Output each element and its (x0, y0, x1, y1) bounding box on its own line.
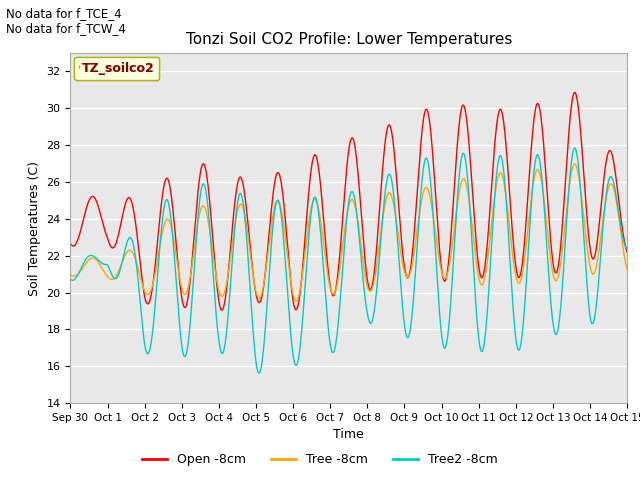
Open -8cm (67, 241, 74, 247)
Text: No data for f_TCE_4: No data for f_TCE_4 (6, 7, 122, 20)
Tree2 -8cm (595, 270, 603, 276)
Tree -8cm (341, 224, 349, 230)
Open -8cm (218, 307, 225, 313)
Tree -8cm (595, 246, 603, 252)
Line: Tree -8cm: Tree -8cm (70, 164, 640, 301)
Tree2 -8cm (255, 370, 262, 376)
Open -8cm (595, 220, 603, 226)
Open -8cm (508, 222, 516, 228)
Text: No data for f_TCW_4: No data for f_TCW_4 (6, 22, 126, 35)
Line: Tree2 -8cm: Tree2 -8cm (70, 148, 640, 373)
Open -8cm (353, 154, 360, 160)
X-axis label: Time: Time (333, 429, 364, 442)
Tree2 -8cm (341, 234, 349, 240)
Tree -8cm (571, 161, 579, 167)
Tree -8cm (353, 209, 360, 215)
Open -8cm (341, 183, 349, 189)
Tree -8cm (67, 272, 74, 278)
Open -8cm (159, 187, 167, 192)
Tree2 -8cm (353, 207, 360, 213)
Line: Open -8cm: Open -8cm (70, 93, 640, 310)
Title: Tonzi Soil CO2 Profile: Lower Temperatures: Tonzi Soil CO2 Profile: Lower Temperatur… (186, 33, 512, 48)
Tree -8cm (508, 246, 516, 252)
Tree -8cm (292, 298, 300, 304)
Tree2 -8cm (159, 210, 167, 216)
Tree2 -8cm (508, 287, 516, 293)
Open -8cm (571, 90, 579, 96)
Legend: Open -8cm, Tree -8cm, Tree2 -8cm: Open -8cm, Tree -8cm, Tree2 -8cm (137, 448, 503, 471)
Legend: TZ_soilco2: TZ_soilco2 (74, 57, 159, 80)
Tree2 -8cm (67, 276, 74, 282)
Tree -8cm (159, 225, 167, 231)
Tree2 -8cm (571, 145, 579, 151)
Y-axis label: Soil Temperatures (C): Soil Temperatures (C) (28, 160, 41, 296)
